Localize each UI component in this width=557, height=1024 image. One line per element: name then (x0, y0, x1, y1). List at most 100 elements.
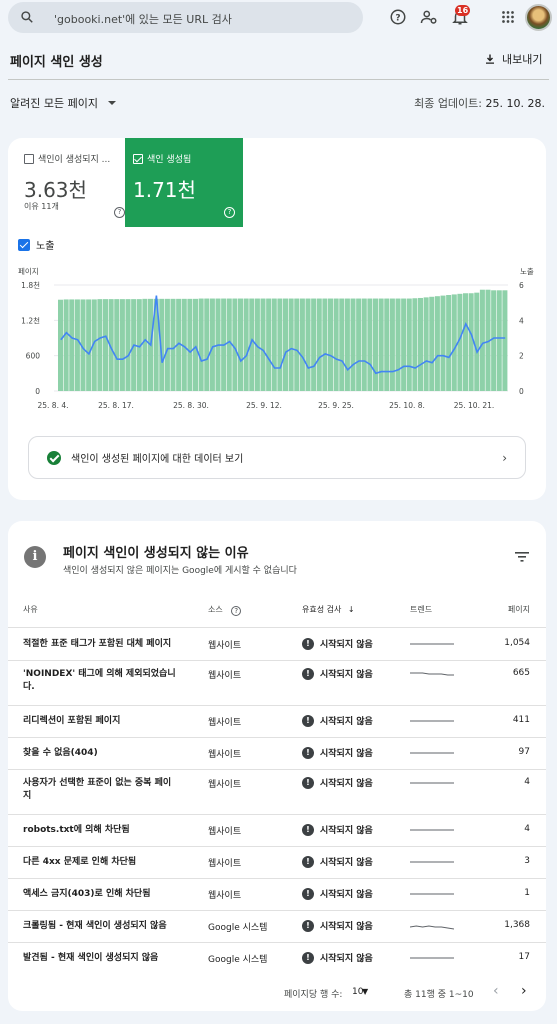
row-divider (8, 705, 546, 706)
view-indexed-data-button[interactable]: 색인이 생성된 페이지에 대한 데이터 보기 › (28, 436, 526, 479)
svg-text:?: ? (395, 13, 400, 23)
reason-source: 웹사이트 (208, 891, 242, 901)
table-row[interactable]: 다른 4xx 문제로 인해 차단됨 웹사이트! 시작되지 않음 3 (8, 846, 546, 878)
table-row[interactable]: 발견됨 - 현재 색인이 생성되지 않음 Google 시스템! 시작되지 않음 17 (8, 942, 546, 974)
page-title: 페이지 색인 생성 (10, 55, 103, 70)
table-row[interactable]: 크롤링됨 - 현재 색인이 생성되지 않음 Google 시스템! 시작되지 않음 1… (8, 910, 546, 942)
x-tick-label: 25. 9. 12. (246, 401, 282, 410)
impressions-toggle[interactable]: 노출 (18, 237, 54, 252)
right-axis-title: 노출 (520, 266, 534, 276)
row-divider (8, 660, 546, 661)
indexed-bar (74, 299, 80, 391)
url-inspection-search[interactable]: 'gobooki.net'에 있는 모든 URL 검사 (8, 2, 363, 33)
apps-icon[interactable] (499, 8, 517, 26)
help-icon[interactable]: ? (114, 207, 125, 218)
not-indexed-value: 3.63천 (24, 178, 87, 202)
arrow-drop-down-icon: ▼ (362, 987, 369, 996)
indexed-bar (311, 298, 317, 391)
help-icon[interactable]: ? (224, 207, 235, 218)
table-row[interactable]: robots.txt에 의해 차단됨 웹사이트! 시작되지 않음 4 (8, 814, 546, 846)
not-indexed-reasons: 이유 11개 (24, 202, 59, 211)
chevron-right-icon: › (502, 451, 507, 465)
left-tick-label: 1.8천 (21, 280, 40, 290)
indexed-bar (429, 296, 435, 391)
impressions-line (60, 295, 506, 375)
x-tick-label: 25. 10. 8. (389, 401, 425, 410)
indexed-bar (502, 290, 508, 391)
chevron-left-icon[interactable]: ‹ (493, 983, 499, 999)
table-row[interactable]: 찾을 수 없음(404) 웹사이트! 시작되지 않음 97 (8, 737, 546, 769)
export-label: 내보내기 (502, 53, 543, 66)
table-row[interactable]: 적절한 표준 태그가 포함된 대체 페이지 웹사이트! 시작되지 않음 1,054 (8, 628, 546, 660)
avatar[interactable] (525, 4, 552, 31)
indexed-bar (277, 298, 283, 391)
table-row[interactable]: 리디렉션이 포함된 페이지 웹사이트! 시작되지 않음 411 (8, 705, 546, 737)
indexed-bar (418, 297, 424, 391)
page-count: 17 (518, 952, 530, 962)
pagination: 페이지당 행 수: 10 ▼ 총 11행 중 1~10 ‹ › (8, 981, 546, 1005)
help-icon[interactable]: ? (389, 8, 407, 26)
reason-name: 적절한 표준 태그가 포함된 대체 페이지 (23, 639, 172, 649)
search-icon (21, 11, 33, 23)
trend-sparkline (410, 925, 454, 930)
validation-status-label: 시작되지 않음 (320, 779, 373, 789)
x-tick-label: 25. 9. 25. (318, 401, 354, 410)
column-header-pages[interactable]: 페이지 (507, 605, 530, 614)
table-row[interactable]: 액세스 금지(403)로 인해 차단됨 웹사이트! 시작되지 않음 1 (8, 878, 546, 910)
indexed-bar (378, 298, 384, 391)
indexed-bar (361, 298, 367, 391)
indexed-tile[interactable]: 색인 생성됨 1.71천 ? (125, 138, 243, 227)
row-divider (8, 846, 546, 847)
indexed-bar (305, 298, 311, 391)
indexed-bar (181, 298, 187, 391)
export-button[interactable]: 내보내기 (484, 51, 542, 67)
manage-accounts-icon[interactable] (420, 8, 438, 26)
table-row[interactable]: 사용자가 선택한 표준이 없는 중복 페이지 웹사이트! 시작되지 않음 4 (8, 769, 546, 814)
row-divider (8, 878, 546, 879)
reason-name: 액세스 금지(403)로 인해 차단됨 (23, 889, 151, 899)
page-filter-dropdown[interactable]: 알려진 모든 페이지 (10, 95, 120, 111)
reason-name: 다른 4xx 문제로 인해 차단됨 (23, 857, 137, 867)
trend-sparkline (410, 720, 454, 722)
validation-status-label: 시작되지 않음 (320, 890, 373, 900)
check-circle-icon (47, 451, 61, 465)
indexed-bar (412, 298, 418, 391)
indexed-bar (108, 299, 114, 391)
filter-list-icon[interactable] (515, 551, 529, 563)
trend-line (410, 925, 454, 930)
search-placeholder: 'gobooki.net'에 있는 모든 URL 검사 (54, 13, 232, 26)
column-header-source[interactable]: 소스 ? (208, 604, 242, 616)
indexed-bar (283, 298, 289, 391)
indexed-bar (316, 298, 322, 391)
indexed-bar (457, 293, 463, 391)
reason-name: robots.txt에 의해 차단됨 (23, 825, 130, 835)
chevron-right-icon[interactable]: › (521, 983, 527, 999)
help-icon[interactable]: ? (231, 606, 242, 616)
indexed-bar (103, 299, 109, 391)
reason-source: 웹사이트 (208, 859, 242, 869)
indexed-bar (423, 297, 429, 391)
indexed-label: 색인 생성됨 (147, 155, 192, 165)
indexed-bar (170, 298, 176, 391)
reasons-subtitle: 색인이 생성되지 않은 페이지는 Google에 게시할 수 없습니다 (63, 566, 297, 576)
page-count: 1,368 (504, 920, 530, 930)
reason-name: 발견됨 - 현재 색인이 생성되지 않음 (23, 953, 159, 963)
indexed-bar (401, 298, 407, 391)
indexed-bar (339, 298, 345, 391)
page-count: 411 (512, 715, 530, 725)
indexed-bar (136, 299, 142, 391)
column-header-reason[interactable]: 사유 (23, 605, 38, 614)
column-header-validation[interactable]: 유효성 검사 ↓ (302, 604, 355, 615)
indexed-bar (266, 298, 272, 391)
column-header-trend[interactable]: 트렌드 (410, 605, 433, 614)
indexed-bar (80, 299, 86, 391)
indexed-value: 1.71천 (133, 178, 196, 202)
column-header-validation-label: 유효성 검사 (302, 605, 342, 614)
header-divider (8, 627, 546, 628)
reasons-title: 페이지 색인이 생성되지 않는 이유 (63, 546, 249, 561)
validation-status: ! 시작되지 않음 (302, 887, 373, 900)
not-indexed-tile[interactable]: 색인이 생성되지 ... 3.63천 이유 11개 ? (16, 138, 133, 227)
table-row[interactable]: 'NOINDEX' 태그에 의해 제외되었습니다. 웹사이트! 시작되지 않음 665 (8, 660, 546, 705)
indexed-bar (176, 298, 182, 391)
trend-sparkline (410, 957, 454, 959)
